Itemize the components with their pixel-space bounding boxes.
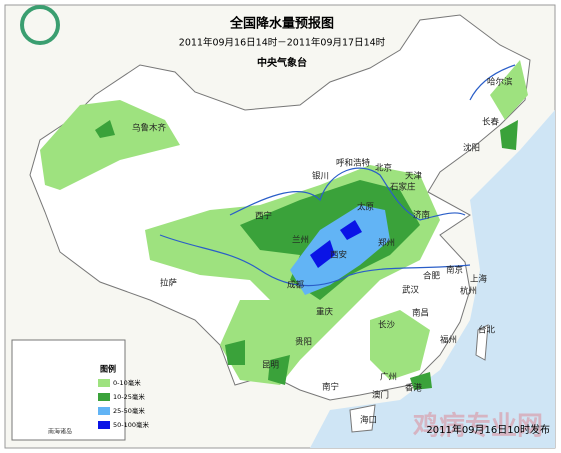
rain-area — [490, 60, 528, 120]
rain-area — [370, 310, 430, 380]
legend-title: 图例 — [100, 364, 116, 374]
city-label: 长春 — [482, 117, 500, 128]
issuer: 中央气象台 — [257, 56, 307, 69]
legend-label: 25-50毫米 — [113, 406, 145, 415]
rain-area — [95, 120, 115, 138]
city-label: 北京 — [375, 163, 392, 174]
legend-swatch — [98, 421, 110, 429]
city-label: 南京 — [446, 265, 463, 276]
city-label: 南宁 — [322, 382, 339, 393]
subtitle: 2011年09月16日14时－2011年09月17日14时 — [179, 37, 386, 49]
city-label: 台北 — [478, 325, 496, 336]
city-label: 石家庄 — [390, 182, 416, 193]
taiwan — [475, 324, 489, 361]
legend-label: 10-25毫米 — [113, 392, 145, 401]
legend-swatch — [98, 379, 110, 387]
city-label: 合肥 — [423, 271, 441, 282]
rivers — [159, 64, 516, 287]
city-label: 天津 — [405, 171, 423, 182]
city-label: 澳门 — [372, 390, 389, 401]
city-label: 银川 — [312, 171, 329, 182]
rain-area — [340, 220, 362, 240]
footer: 2011年09月16日10时发布 — [426, 423, 550, 436]
city-label: 拉萨 — [160, 278, 178, 289]
city-label: 重庆 — [316, 307, 334, 318]
rain-area — [310, 240, 335, 268]
rain-area — [500, 120, 518, 150]
city-label: 海口 — [360, 415, 377, 426]
city-label: 广州 — [380, 372, 397, 383]
inset-label: 南海诸岛 — [48, 428, 72, 436]
city-label: 沈阳 — [463, 143, 480, 154]
city-label: 乌鲁木齐 — [132, 123, 167, 134]
legend-label: 50-100毫米 — [113, 420, 150, 429]
hainan — [349, 404, 376, 433]
city-label: 杭州 — [460, 286, 477, 297]
city-label: 呼和浩特 — [336, 158, 371, 169]
rain-area — [225, 340, 245, 365]
legend-label: 0-10毫米 — [113, 378, 141, 387]
logo — [20, 5, 60, 45]
city-label: 太原 — [357, 202, 374, 213]
city-label: 长沙 — [378, 320, 396, 331]
city-label: 武汉 — [402, 285, 420, 296]
city-label: 福州 — [440, 335, 457, 346]
city-label: 昆明 — [262, 361, 279, 371]
legend-swatch — [98, 393, 110, 401]
rain-area — [290, 205, 390, 295]
city-label: 兰州 — [292, 235, 309, 246]
city-label: 济南 — [413, 210, 430, 221]
city-label: 西安 — [330, 250, 347, 261]
city-label: 郑州 — [378, 238, 395, 249]
rain-area — [40, 100, 180, 190]
sea — [310, 110, 555, 448]
city-label: 西宁 — [255, 211, 272, 222]
rain-area — [410, 372, 432, 390]
city-label: 南昌 — [412, 308, 429, 319]
legend: 图例 0-10毫米 10-25毫米 25-50毫米 50-100毫米 — [98, 364, 150, 429]
watermark: 鸡病专业网 — [412, 411, 543, 442]
rain-area — [268, 355, 290, 385]
title: 全国降水量预报图 — [229, 16, 334, 32]
city-label: 贵阳 — [295, 337, 312, 348]
city-label: 香港 — [405, 383, 423, 394]
city-label: 成都 — [287, 280, 305, 291]
city-label: 上海 — [470, 274, 488, 285]
legend-swatch — [98, 407, 110, 415]
precipitation — [40, 60, 528, 390]
city-label: 哈尔滨 — [487, 77, 513, 88]
